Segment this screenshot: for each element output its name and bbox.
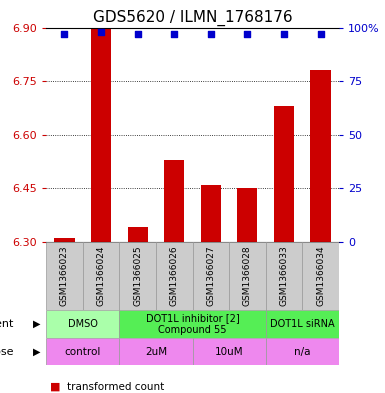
Bar [266,242,302,310]
Title: GDS5620 / ILMN_1768176: GDS5620 / ILMN_1768176 [93,10,292,26]
Point [61,31,68,37]
Bar [201,185,221,242]
Point [318,31,324,37]
Bar [266,310,339,338]
Bar [266,338,339,365]
Point [98,29,104,35]
Bar [83,242,119,310]
Text: DMSO: DMSO [68,319,98,329]
Text: dose: dose [0,347,13,357]
Point [135,31,141,37]
Bar [127,228,148,242]
Text: control: control [65,347,101,357]
Text: GSM1366025: GSM1366025 [133,246,142,307]
Bar [164,160,184,242]
Text: ▶: ▶ [33,347,40,357]
Bar [46,242,83,310]
Text: GSM1366033: GSM1366033 [280,246,288,307]
Bar [302,242,339,310]
Text: GSM1366027: GSM1366027 [206,246,215,307]
Bar [54,238,75,242]
Bar [237,188,258,242]
Bar [274,106,294,242]
Text: agent: agent [0,319,13,329]
Text: GSM1366028: GSM1366028 [243,246,252,307]
Text: DOT1L siRNA: DOT1L siRNA [270,319,335,329]
Point [281,31,287,37]
Text: ▶: ▶ [33,319,40,329]
Bar [46,310,119,338]
Bar [91,28,111,242]
Text: GSM1366024: GSM1366024 [97,246,105,306]
Bar [229,242,266,310]
Text: GSM1366034: GSM1366034 [316,246,325,307]
Bar [119,310,266,338]
Text: DOT1L inhibitor [2]
Compound 55: DOT1L inhibitor [2] Compound 55 [146,314,239,335]
Point [244,31,251,37]
Bar [119,338,192,365]
Text: ■: ■ [50,382,60,392]
Point [171,31,177,37]
Text: GSM1366026: GSM1366026 [170,246,179,307]
Bar [46,338,119,365]
Point [208,31,214,37]
Text: GSM1366023: GSM1366023 [60,246,69,307]
Bar [310,70,331,242]
Bar [192,338,266,365]
Text: 2uM: 2uM [145,347,167,357]
Bar [192,242,229,310]
Text: n/a: n/a [294,347,310,357]
Text: 10uM: 10uM [215,347,243,357]
Text: transformed count: transformed count [67,382,165,392]
Bar [156,242,192,310]
Bar [119,242,156,310]
